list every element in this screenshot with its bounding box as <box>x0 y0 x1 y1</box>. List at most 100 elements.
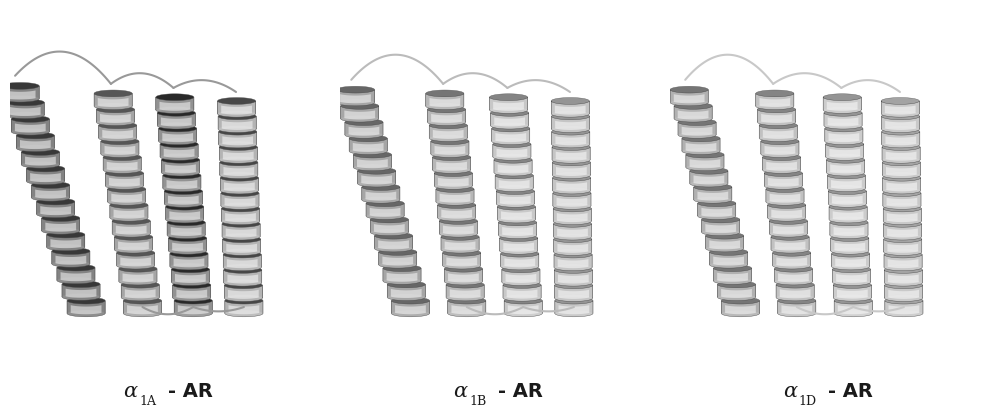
Polygon shape <box>713 257 744 266</box>
Polygon shape <box>883 178 921 195</box>
Polygon shape <box>382 257 413 266</box>
Polygon shape <box>780 290 811 299</box>
Polygon shape <box>885 285 923 302</box>
Polygon shape <box>98 99 129 108</box>
Polygon shape <box>698 204 736 220</box>
Polygon shape <box>771 234 809 250</box>
Polygon shape <box>117 250 155 266</box>
Polygon shape <box>686 152 724 168</box>
Polygon shape <box>553 190 591 206</box>
Polygon shape <box>554 236 592 252</box>
Polygon shape <box>554 240 592 256</box>
Polygon shape <box>690 171 728 188</box>
Polygon shape <box>552 114 590 130</box>
Polygon shape <box>558 290 589 299</box>
Polygon shape <box>885 301 923 317</box>
Polygon shape <box>887 244 918 253</box>
Polygon shape <box>163 176 201 192</box>
Polygon shape <box>694 176 724 185</box>
Polygon shape <box>554 252 592 268</box>
Polygon shape <box>10 108 41 117</box>
Polygon shape <box>884 270 922 286</box>
Polygon shape <box>825 129 863 145</box>
Polygon shape <box>220 175 258 191</box>
Polygon shape <box>366 204 404 220</box>
Polygon shape <box>114 210 144 219</box>
Polygon shape <box>436 190 474 206</box>
Polygon shape <box>702 220 740 236</box>
Polygon shape <box>766 190 804 206</box>
Polygon shape <box>428 110 466 126</box>
Polygon shape <box>164 192 202 208</box>
Polygon shape <box>686 144 716 152</box>
Polygon shape <box>496 188 534 204</box>
Polygon shape <box>62 281 100 297</box>
Polygon shape <box>678 111 708 120</box>
Polygon shape <box>769 218 807 234</box>
Polygon shape <box>885 121 916 131</box>
Polygon shape <box>165 165 196 174</box>
Polygon shape <box>222 206 260 222</box>
Polygon shape <box>829 207 867 223</box>
Polygon shape <box>759 126 797 142</box>
Polygon shape <box>114 234 152 250</box>
Polygon shape <box>557 198 587 207</box>
Polygon shape <box>756 94 794 110</box>
Text: 1B: 1B <box>469 394 487 407</box>
Polygon shape <box>102 131 133 140</box>
Polygon shape <box>833 282 871 298</box>
Polygon shape <box>552 163 590 179</box>
Polygon shape <box>222 209 260 225</box>
Polygon shape <box>433 158 471 174</box>
Polygon shape <box>353 155 391 171</box>
Polygon shape <box>379 249 417 265</box>
Polygon shape <box>220 178 258 195</box>
Polygon shape <box>768 202 806 218</box>
Polygon shape <box>764 174 802 190</box>
Polygon shape <box>499 219 537 235</box>
Polygon shape <box>882 148 920 164</box>
Polygon shape <box>66 289 96 298</box>
Polygon shape <box>30 173 61 183</box>
Polygon shape <box>670 90 708 107</box>
Polygon shape <box>169 238 207 254</box>
Polygon shape <box>448 274 479 282</box>
Polygon shape <box>825 126 863 142</box>
Polygon shape <box>378 241 409 250</box>
Polygon shape <box>832 266 871 282</box>
Polygon shape <box>156 98 194 114</box>
Polygon shape <box>167 180 197 190</box>
Polygon shape <box>828 188 866 204</box>
Polygon shape <box>428 107 466 123</box>
Polygon shape <box>674 95 705 104</box>
Polygon shape <box>431 138 469 154</box>
Polygon shape <box>438 202 476 218</box>
Polygon shape <box>168 196 199 205</box>
Polygon shape <box>555 106 586 115</box>
Polygon shape <box>16 136 54 152</box>
Polygon shape <box>25 157 56 166</box>
Polygon shape <box>778 301 816 317</box>
Polygon shape <box>227 275 258 284</box>
Polygon shape <box>224 282 262 298</box>
Polygon shape <box>439 221 477 237</box>
Polygon shape <box>690 168 728 184</box>
Polygon shape <box>776 282 814 298</box>
Polygon shape <box>824 110 862 126</box>
Polygon shape <box>441 234 479 250</box>
Polygon shape <box>503 243 534 252</box>
Polygon shape <box>502 270 540 286</box>
Text: - AR: - AR <box>498 381 543 400</box>
Polygon shape <box>883 175 921 191</box>
Polygon shape <box>709 241 740 250</box>
Polygon shape <box>690 160 720 169</box>
Polygon shape <box>714 268 752 285</box>
Polygon shape <box>883 224 922 240</box>
Polygon shape <box>166 207 204 223</box>
Polygon shape <box>227 259 258 268</box>
Polygon shape <box>336 90 375 107</box>
Polygon shape <box>119 269 157 285</box>
Polygon shape <box>490 95 528 111</box>
Polygon shape <box>697 192 728 201</box>
Polygon shape <box>502 228 533 236</box>
